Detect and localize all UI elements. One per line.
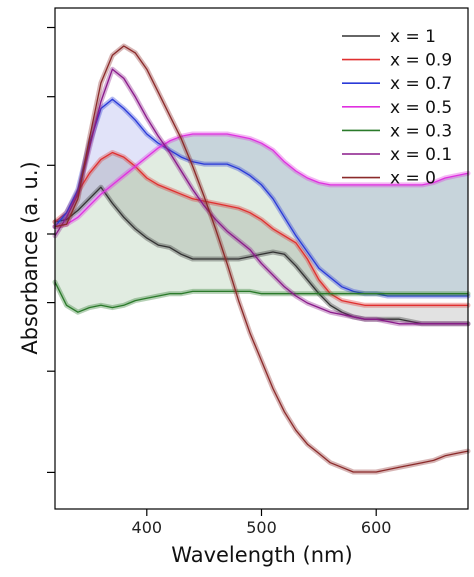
series-line	[54, 98, 468, 297]
legend-label: x = 0.3	[390, 121, 452, 141]
x-axis-title: Wavelength (nm)	[171, 543, 352, 567]
legend-item: x = 0.5	[342, 98, 452, 118]
legend: x = 1 x = 0.9 x = 0.7 x = 0.5 x = 0.3 x = 0.1…	[342, 27, 452, 189]
legend-label: x = 0.1	[390, 145, 452, 165]
y-axis-title: Absorbance (a. u.)	[18, 161, 42, 354]
series-x0p3	[52, 279, 471, 315]
y-ticks	[47, 26, 55, 473]
legend-label: x = 0.7	[390, 74, 452, 94]
shade-band-1	[55, 99, 468, 296]
legend-label: x = 0.5	[390, 98, 452, 118]
x-ticks: 400 500 600	[132, 509, 392, 537]
legend-item: x = 1	[342, 27, 436, 47]
series-line	[54, 133, 469, 228]
series-x0	[52, 43, 471, 475]
series-x0p9	[52, 150, 471, 308]
series-line	[54, 281, 468, 313]
shade-band-3	[55, 134, 468, 313]
legend-label: x = 0.9	[390, 51, 452, 71]
series-x0p7	[52, 96, 471, 299]
legend-label: x = 0	[390, 169, 436, 189]
series-line	[54, 45, 469, 473]
legend-label: x = 1	[390, 27, 436, 47]
series-x0p5	[52, 131, 471, 230]
x-tick-label: 600	[361, 518, 392, 537]
shade-band-2	[55, 152, 468, 324]
x-tick-label: 400	[132, 518, 163, 537]
legend-item: x = 0.7	[342, 74, 452, 94]
series-lines	[52, 43, 471, 475]
series-x0p1	[52, 66, 471, 327]
x-tick-label: 500	[246, 518, 277, 537]
shaded-regions	[55, 99, 468, 324]
legend-item: x = 0	[342, 169, 436, 189]
series-line	[54, 68, 468, 325]
legend-item: x = 0.1	[342, 145, 452, 165]
series-x1	[52, 184, 471, 327]
legend-item: x = 0.9	[342, 51, 452, 71]
series-line	[54, 151, 468, 306]
legend-item: x = 0.3	[342, 121, 452, 141]
series-line	[54, 186, 468, 325]
